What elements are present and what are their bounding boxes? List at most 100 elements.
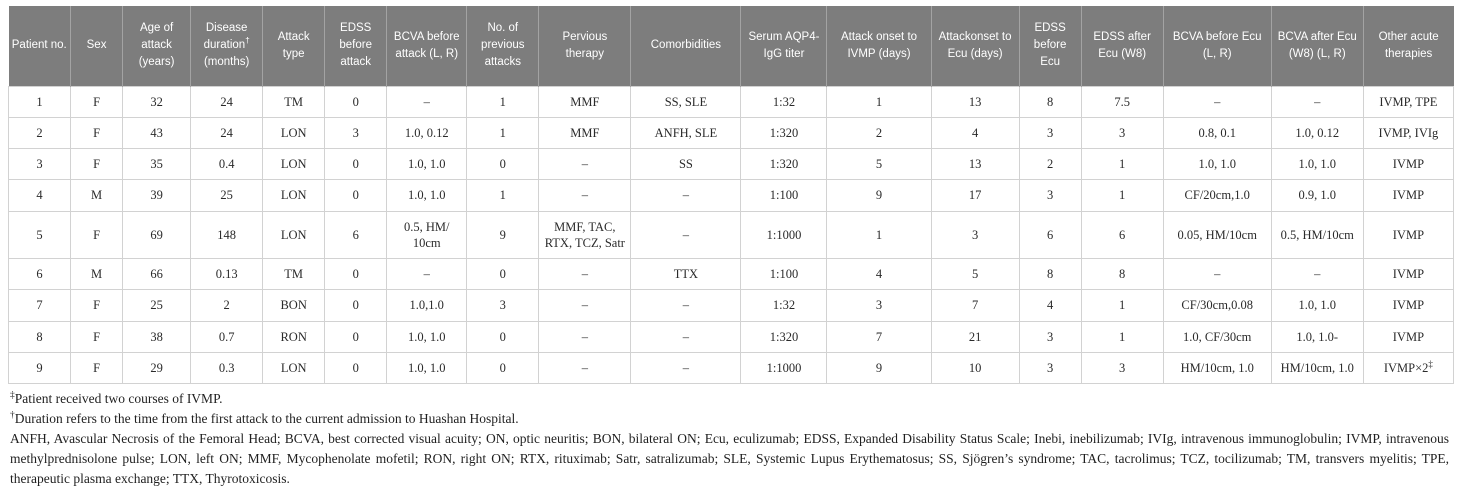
table-cell: 1.0, CF/30cm (1162, 320, 1272, 353)
table-cell: M (70, 179, 124, 212)
table-cell: 32 (122, 85, 192, 118)
table-cell: 5 (826, 147, 932, 181)
table-cell: 1:320 (740, 147, 828, 181)
column-header-14: EDSS after Ecu (W8) (1080, 6, 1164, 86)
table-cell: 0.4 (190, 147, 264, 181)
table-body: 1 F 32 24 TM 0–1 MMF SS, SLE 1:32 1 13 8 7.5– – IVMP, … (7, 85, 1455, 385)
column-header-10: Serum AQP4-IgG titer (740, 6, 827, 86)
table-cell: 29 (122, 351, 192, 385)
table-cell: 3 (826, 289, 932, 322)
table-cell: 1:1000 (740, 210, 828, 259)
table-cell: 25 (190, 179, 264, 212)
table-cell: MMF (538, 85, 632, 118)
table-cell: 7 (826, 320, 932, 353)
table-row: 2 F 43 24 LON 3 1.0, 0.12 1 MMF ANFH, SLE 1:320 2 4 3… (7, 116, 1455, 150)
table-row: 8 F 38 0.7 RON 0 1.0, 1.0 0– –1:320 7 21 3 1 1.0, CF/… (7, 320, 1455, 353)
table-cell: 0.9, 1.0 (1270, 179, 1364, 212)
footnote-marker-dagger: † (10, 410, 15, 421)
table-cell: RON (262, 320, 326, 353)
table-cell: – (386, 257, 468, 291)
table-cell: 0 (324, 147, 388, 181)
table-cell: HM/10cm, 1.0 (1270, 351, 1364, 385)
column-header-1: Sex (70, 6, 123, 86)
table-cell: 8 (1018, 257, 1082, 291)
table-row: 9 F 29 0.3 LON 0 1.0, 1.0 0– –1:1000 9 10 3 3 HM/10cm… (7, 351, 1455, 385)
table-cell: 1.0, 1.0 (1270, 289, 1364, 322)
column-header-4: Attack type (262, 6, 325, 86)
table-row: 3 F 35 0.4 LON 0 1.0, 1.0 0– SS 1:320 5 13 2 1 1.0, 1.… (7, 147, 1455, 181)
table-cell: M (70, 257, 124, 291)
table-cell: 9 (7, 351, 72, 385)
table-cell: 3 (466, 289, 540, 322)
table-cell: 2 (1018, 147, 1082, 181)
table-cell: 0 (324, 179, 388, 212)
table-cell: BON (262, 289, 326, 322)
column-header-15: BCVA before Ecu (L, R) (1162, 6, 1272, 86)
table-cell: 0.13 (190, 257, 264, 291)
table-cell: 7.5 (1080, 85, 1164, 118)
table-row: 1 F 32 24 TM 0–1 MMF SS, SLE 1:32 1 13 8 7.5– – IVMP, … (7, 85, 1455, 118)
table-cell: 1:100 (740, 179, 828, 212)
table-cell: SS (630, 147, 742, 181)
table-cell: 2 (190, 289, 264, 322)
table-cell: 1 (826, 210, 932, 259)
table-cell: 9 (826, 351, 932, 385)
table-cell: TM (262, 257, 326, 291)
table-row: 5 F 69 148 LON 6 0.5, HM/ 10cm 9 MMF, TAC, RTX, … (7, 210, 1455, 259)
table-cell: 1:1000 (740, 351, 828, 385)
table-cell: 0.3 (190, 351, 264, 385)
table-cell: 0 (466, 351, 540, 385)
table-cell: 1.0,1.0 (386, 289, 468, 322)
table-cell: 1 (466, 85, 540, 118)
table-cell: IVMP, TPE (1362, 85, 1455, 118)
table-cell: 10 (930, 351, 1020, 385)
table-cell: – (538, 320, 632, 353)
table-cell: TTX (630, 257, 742, 291)
table-cell: IVMP (1362, 257, 1455, 291)
table-cell: F (70, 351, 124, 385)
table-cell: LON (262, 351, 326, 385)
table-cell: 2 (826, 116, 932, 150)
table-cell: CF/20cm,1.0 (1162, 179, 1272, 212)
table-cell: 24 (190, 116, 264, 150)
table-cell: 0.05, HM/10cm (1162, 210, 1272, 259)
table-cell: 5 (7, 210, 72, 259)
table-cell: 1 (7, 85, 72, 118)
column-header-0: Patient no. (8, 6, 71, 86)
table-cell: 0 (324, 320, 388, 353)
table-cell: 1.0, 1.0 (386, 351, 468, 385)
table-cell: – (386, 85, 468, 118)
table-cell: 1.0, 0.12 (1270, 116, 1364, 150)
patient-characteristics-table: Patient no. Sex Age of attack (years) Disea… (7, 6, 1455, 385)
table-cell: 4 (1018, 289, 1082, 322)
table-cell: 1.0, 1.0 (1162, 147, 1272, 181)
table-cell: LON (262, 116, 326, 150)
table-cell: ANFH, SLE (630, 116, 742, 150)
table-cell: 25 (122, 289, 192, 322)
table-cell: – (1162, 257, 1272, 291)
table-cell: 3 (1080, 116, 1164, 150)
table-cell: 1 (826, 85, 932, 118)
table-cell: – (630, 320, 742, 353)
table-cell: 1.0, 1.0- (1270, 320, 1364, 353)
table-cell: 8 (7, 320, 72, 353)
table-row: 4 M 39 25 LON 0 1.0, 1.0 1– –1:100 9 17 3 1 CF/20cm,1… (7, 179, 1455, 212)
table-cell: 1 (1080, 320, 1164, 353)
column-header-9: Comorbidities (630, 6, 741, 86)
table-cell: 5 (930, 257, 1020, 291)
table-cell: – (1162, 85, 1272, 118)
column-header-17: Other acute therapies (1362, 6, 1454, 86)
table-cell: IVMP (1362, 179, 1455, 212)
column-header-7: No. of previous attacks (466, 6, 539, 86)
table-cell: 148 (190, 210, 264, 259)
table-cell: 3 (930, 210, 1020, 259)
table-cell: TM (262, 85, 326, 118)
table-cell: 3 (1018, 116, 1082, 150)
table-cell: 8 (1080, 257, 1164, 291)
table-cell: 6 (1080, 210, 1164, 259)
table-cell: IVMP (1362, 289, 1455, 322)
table-cell: 0 (466, 147, 540, 181)
table-cell: 7 (930, 289, 1020, 322)
table-row: 7 F 25 2 BON 0 1.0,1.0 3– –1:32 3 7 4 1 CF/30cm,0.08 1… (7, 289, 1455, 322)
